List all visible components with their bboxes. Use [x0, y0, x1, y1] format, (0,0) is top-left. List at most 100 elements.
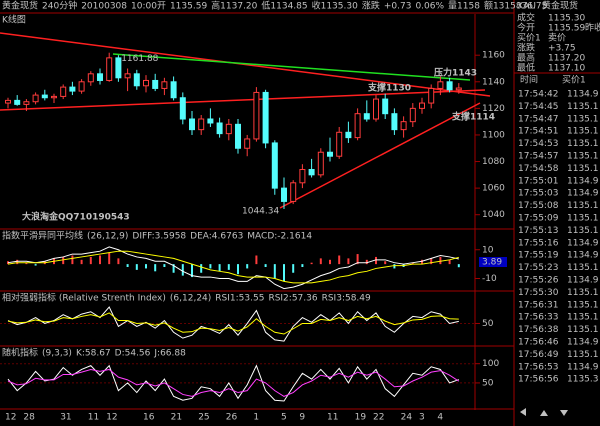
candle-body	[216, 122, 223, 135]
candle-body	[336, 131, 343, 157]
panel-title: RSI2:57.36	[268, 294, 317, 304]
tick-cell: 1134.9	[567, 362, 599, 372]
panel-title: RSI3:58.49	[322, 294, 371, 304]
candle-body	[198, 118, 205, 131]
scroll-arrow[interactable]	[560, 410, 568, 416]
symbol-name: 黄金现货	[542, 0, 578, 12]
quote-cell: 涨跌	[517, 43, 535, 54]
header-item: 20100308	[81, 2, 127, 12]
x-tick-label: 19	[355, 413, 367, 423]
scroll-arrow[interactable]	[540, 410, 548, 416]
candle-body	[69, 86, 76, 92]
x-tick-label: 3	[419, 413, 425, 423]
tick-cell: 17:54:42	[518, 90, 558, 100]
candle-body	[207, 118, 214, 124]
candle-body	[60, 86, 67, 97]
value-label: 3.89	[482, 258, 502, 268]
tick-cell: 17:55:08	[518, 201, 559, 211]
tick-cell: 1134.9	[567, 251, 599, 261]
candle-body	[400, 121, 407, 131]
tick-cell: 17:55:26	[518, 276, 559, 286]
header-item: 0.06%	[415, 2, 444, 12]
x-tick-label: 21	[171, 413, 182, 423]
candle-body	[419, 102, 425, 109]
x-tick-label: 1	[253, 413, 259, 423]
tick-cell: 17:56:49	[518, 350, 559, 360]
candle-body	[290, 182, 297, 202]
tick-cell: 1135.1	[567, 127, 599, 137]
low-label: 1044.34	[242, 206, 279, 216]
panel-title: 相对强弱指标 (Relative Strenth Index)	[2, 292, 166, 304]
header-item: 1135.59	[170, 2, 207, 12]
tick-cell: 17:55:16	[518, 238, 559, 248]
x-tick-label: 5	[281, 413, 287, 423]
tick-cell: 1135.1	[567, 226, 599, 236]
scroll-arrow[interactable]	[520, 408, 526, 416]
tick-header: 买价1	[562, 75, 586, 86]
quote-cell: 昨收	[585, 22, 600, 34]
candle-body	[281, 187, 287, 202]
header-item: 240分钟	[42, 0, 77, 12]
indicator-line	[7, 306, 459, 342]
tick-cell: 1135.1	[567, 102, 599, 112]
tick-cell: 17:56:46	[518, 338, 559, 348]
candle-body	[262, 91, 269, 144]
indicator-line	[7, 246, 459, 290]
tick-cell: 17:56:53	[518, 362, 558, 372]
candle-body	[97, 73, 103, 81]
x-tick-label: 31	[60, 413, 71, 423]
candle-body	[299, 169, 306, 184]
candle-body	[382, 98, 389, 115]
y-tick-label: 1060	[482, 184, 505, 194]
y-tick-label: 1080	[482, 157, 505, 167]
candle-body	[189, 118, 195, 131]
tick-cell: 17:55:30	[518, 288, 559, 298]
quote-cell: 1137.20	[548, 54, 585, 64]
quote-cell: +3.75	[548, 44, 576, 54]
candle-body	[235, 123, 241, 149]
y-tick-label: 1040	[482, 210, 505, 220]
candle-body	[446, 81, 453, 91]
x-tick-label: 11	[88, 413, 99, 423]
tick-cell: 1134.9	[567, 90, 599, 100]
candle-body	[179, 97, 186, 120]
candle-body	[308, 169, 315, 176]
header-item: 低1134.85	[261, 0, 307, 12]
indicator-line	[7, 250, 459, 284]
header-item: 收1135.30	[312, 0, 358, 12]
tick-cell: 17:55:19	[518, 251, 559, 261]
y-tick-label: 50	[482, 378, 494, 388]
x-tick-label: 22	[373, 413, 384, 423]
tick-cell: 1135.1	[567, 114, 599, 124]
x-tick-label: 26	[226, 413, 238, 423]
candle-body	[437, 81, 444, 89]
tick-cell: 17:54:45	[518, 102, 558, 112]
x-tick-label: 25	[198, 413, 209, 423]
header-item: 量1158	[448, 1, 480, 12]
panel-title: (26,12,9)	[87, 232, 128, 242]
candle-body	[170, 81, 177, 99]
candle-body	[271, 142, 278, 189]
tick-cell: 17:56:38	[518, 325, 559, 335]
y-tick-label: 100	[482, 359, 499, 369]
tick-cell: 17:55:03	[518, 189, 558, 199]
candle-body	[455, 87, 462, 91]
tick-cell: 1135.3	[567, 375, 599, 385]
tick-header: 时间	[520, 74, 538, 86]
trend-line	[279, 102, 481, 209]
panel-title: RSI1:53.55	[215, 294, 264, 304]
panel-title: 指数平滑异同平均线	[2, 230, 83, 242]
tick-cell: 17:54:58	[518, 164, 559, 174]
quote-cell: 1137.10	[548, 64, 585, 74]
tick-cell: 17:54:51	[518, 127, 558, 137]
y-tick-label: -10	[482, 274, 497, 284]
candle-body	[152, 79, 159, 89]
candle-body	[244, 138, 251, 149]
candle-body	[391, 113, 398, 131]
quote-cell: 1135.30	[548, 14, 585, 24]
tick-cell: 1135.1	[567, 300, 599, 310]
panel-title: D:54.56	[115, 349, 151, 359]
panel-title: (9,3,3)	[42, 349, 72, 359]
candle-body	[354, 113, 361, 139]
